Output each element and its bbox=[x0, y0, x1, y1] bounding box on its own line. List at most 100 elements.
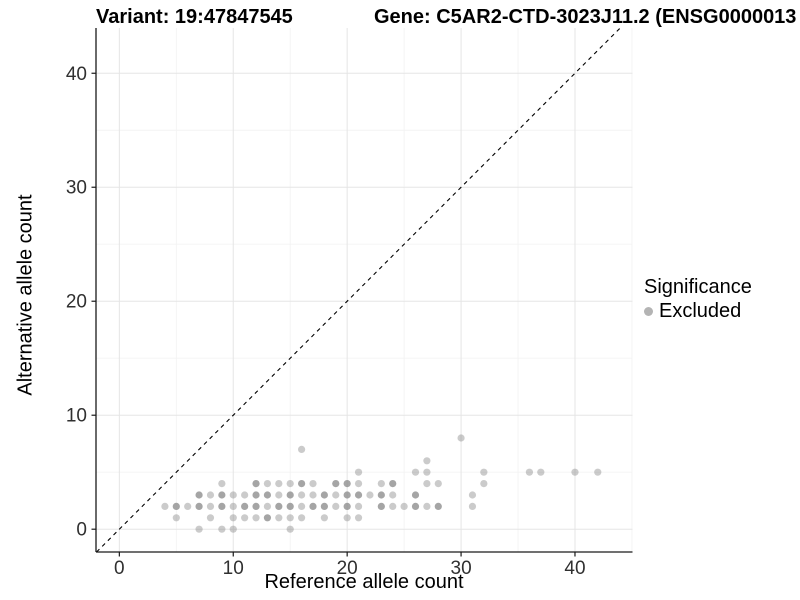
scatter-point bbox=[389, 480, 397, 488]
scatter-point bbox=[411, 502, 420, 511]
scatter-point bbox=[434, 480, 442, 488]
scatter-point bbox=[263, 491, 272, 499]
legend-item-excluded: Excluded bbox=[644, 300, 752, 323]
x-tick-label: 20 bbox=[337, 558, 358, 579]
scatter-point bbox=[286, 502, 294, 511]
scatter-point bbox=[343, 514, 351, 522]
scatter-point bbox=[218, 491, 226, 499]
scatter-point bbox=[252, 480, 260, 488]
scatter-point bbox=[320, 514, 328, 522]
scatter-point bbox=[286, 491, 294, 499]
scatter-point bbox=[195, 491, 203, 499]
scatter-point bbox=[206, 502, 215, 511]
scatter-point bbox=[263, 514, 272, 522]
scatter-point bbox=[389, 502, 397, 511]
scatter-point bbox=[332, 502, 340, 511]
scatter-point bbox=[286, 480, 294, 488]
scatter-point bbox=[309, 502, 317, 511]
scatter-point bbox=[389, 491, 397, 499]
scatter-point bbox=[480, 480, 488, 488]
scatter-point bbox=[354, 480, 363, 488]
scatter-point bbox=[218, 525, 226, 533]
scatter-point bbox=[320, 491, 328, 499]
scatter-point bbox=[468, 502, 477, 511]
scatter-point bbox=[229, 491, 237, 499]
scatter-point bbox=[332, 480, 340, 488]
scatter-point bbox=[298, 480, 306, 488]
scatter-point bbox=[571, 468, 579, 476]
scatter-point bbox=[354, 514, 363, 522]
scatter-point bbox=[377, 480, 385, 488]
scatter-point bbox=[309, 491, 317, 499]
scatter-point bbox=[275, 514, 283, 522]
scatter-point bbox=[377, 491, 385, 499]
scatter-point bbox=[218, 502, 226, 511]
scatter-point bbox=[298, 445, 306, 454]
scatter-point bbox=[423, 457, 431, 465]
scatter-point bbox=[354, 491, 363, 499]
scatter-point bbox=[275, 502, 283, 511]
scatter-point bbox=[468, 491, 477, 499]
scatter-point bbox=[275, 491, 283, 499]
scatter-point bbox=[184, 502, 192, 511]
scatter-point bbox=[229, 514, 237, 522]
y-tick-label: 30 bbox=[66, 178, 87, 199]
legend-item-label: Excluded bbox=[659, 300, 742, 322]
scatter-point bbox=[411, 491, 420, 499]
scatter-point bbox=[241, 491, 249, 499]
scatter-point bbox=[241, 502, 249, 511]
scatter-point bbox=[298, 491, 306, 499]
scatter-point bbox=[161, 502, 169, 511]
scatter-point bbox=[195, 502, 203, 511]
scatter-point bbox=[206, 491, 215, 499]
scatter-point bbox=[343, 502, 351, 511]
scatter-point bbox=[241, 514, 249, 522]
scatter-point bbox=[172, 502, 180, 511]
scatter-point bbox=[298, 514, 306, 522]
scatter-point bbox=[218, 480, 226, 488]
x-axis-title: Reference allele count bbox=[264, 571, 464, 593]
scatter-point bbox=[252, 514, 260, 522]
scatter-point bbox=[229, 502, 237, 511]
scatter-point bbox=[252, 491, 260, 499]
identity-dashed-line bbox=[96, 27, 621, 553]
scatter-point bbox=[275, 480, 283, 488]
scatter-point bbox=[286, 514, 294, 522]
scatter-point bbox=[263, 502, 272, 511]
scatter-point bbox=[229, 525, 237, 533]
scatter-point bbox=[411, 468, 420, 476]
scatter-point bbox=[537, 468, 545, 476]
x-tick-label: 40 bbox=[564, 558, 585, 579]
scatter-point bbox=[354, 468, 363, 476]
scatter-point bbox=[400, 502, 408, 511]
excluded-point-swatch-icon bbox=[644, 307, 653, 316]
x-tick-label: 30 bbox=[451, 558, 472, 579]
gene-title: Gene: C5AR2-CTD-3023J11.2 (ENSG0000013 bbox=[374, 6, 797, 28]
x-tick-label: 10 bbox=[223, 558, 244, 579]
scatter-point bbox=[377, 502, 385, 511]
scatter-point bbox=[172, 514, 180, 522]
y-tick-label: 10 bbox=[66, 406, 87, 427]
scatter-point bbox=[366, 491, 374, 499]
scatter-point bbox=[525, 468, 534, 476]
legend-title: Significance bbox=[644, 276, 752, 298]
y-tick-label: 20 bbox=[66, 292, 87, 313]
x-tick-label: 0 bbox=[114, 558, 125, 579]
scatter-point bbox=[252, 502, 260, 511]
legend: Significance Excluded bbox=[644, 276, 752, 323]
scatter-point bbox=[423, 502, 431, 511]
scatter-point bbox=[343, 491, 351, 499]
scatter-point bbox=[195, 525, 203, 533]
scatter-point bbox=[206, 514, 215, 522]
scatter-point bbox=[298, 502, 306, 511]
scatter-point bbox=[354, 502, 363, 511]
scatter-point bbox=[263, 480, 272, 488]
variant-title: Variant: 19:47847545 bbox=[96, 6, 293, 28]
scatter-point bbox=[423, 480, 431, 488]
y-axis-title: Alternative allele count bbox=[14, 194, 37, 396]
scatter-point bbox=[309, 480, 317, 488]
scatter-point bbox=[332, 491, 340, 499]
scatter-point bbox=[286, 525, 294, 533]
